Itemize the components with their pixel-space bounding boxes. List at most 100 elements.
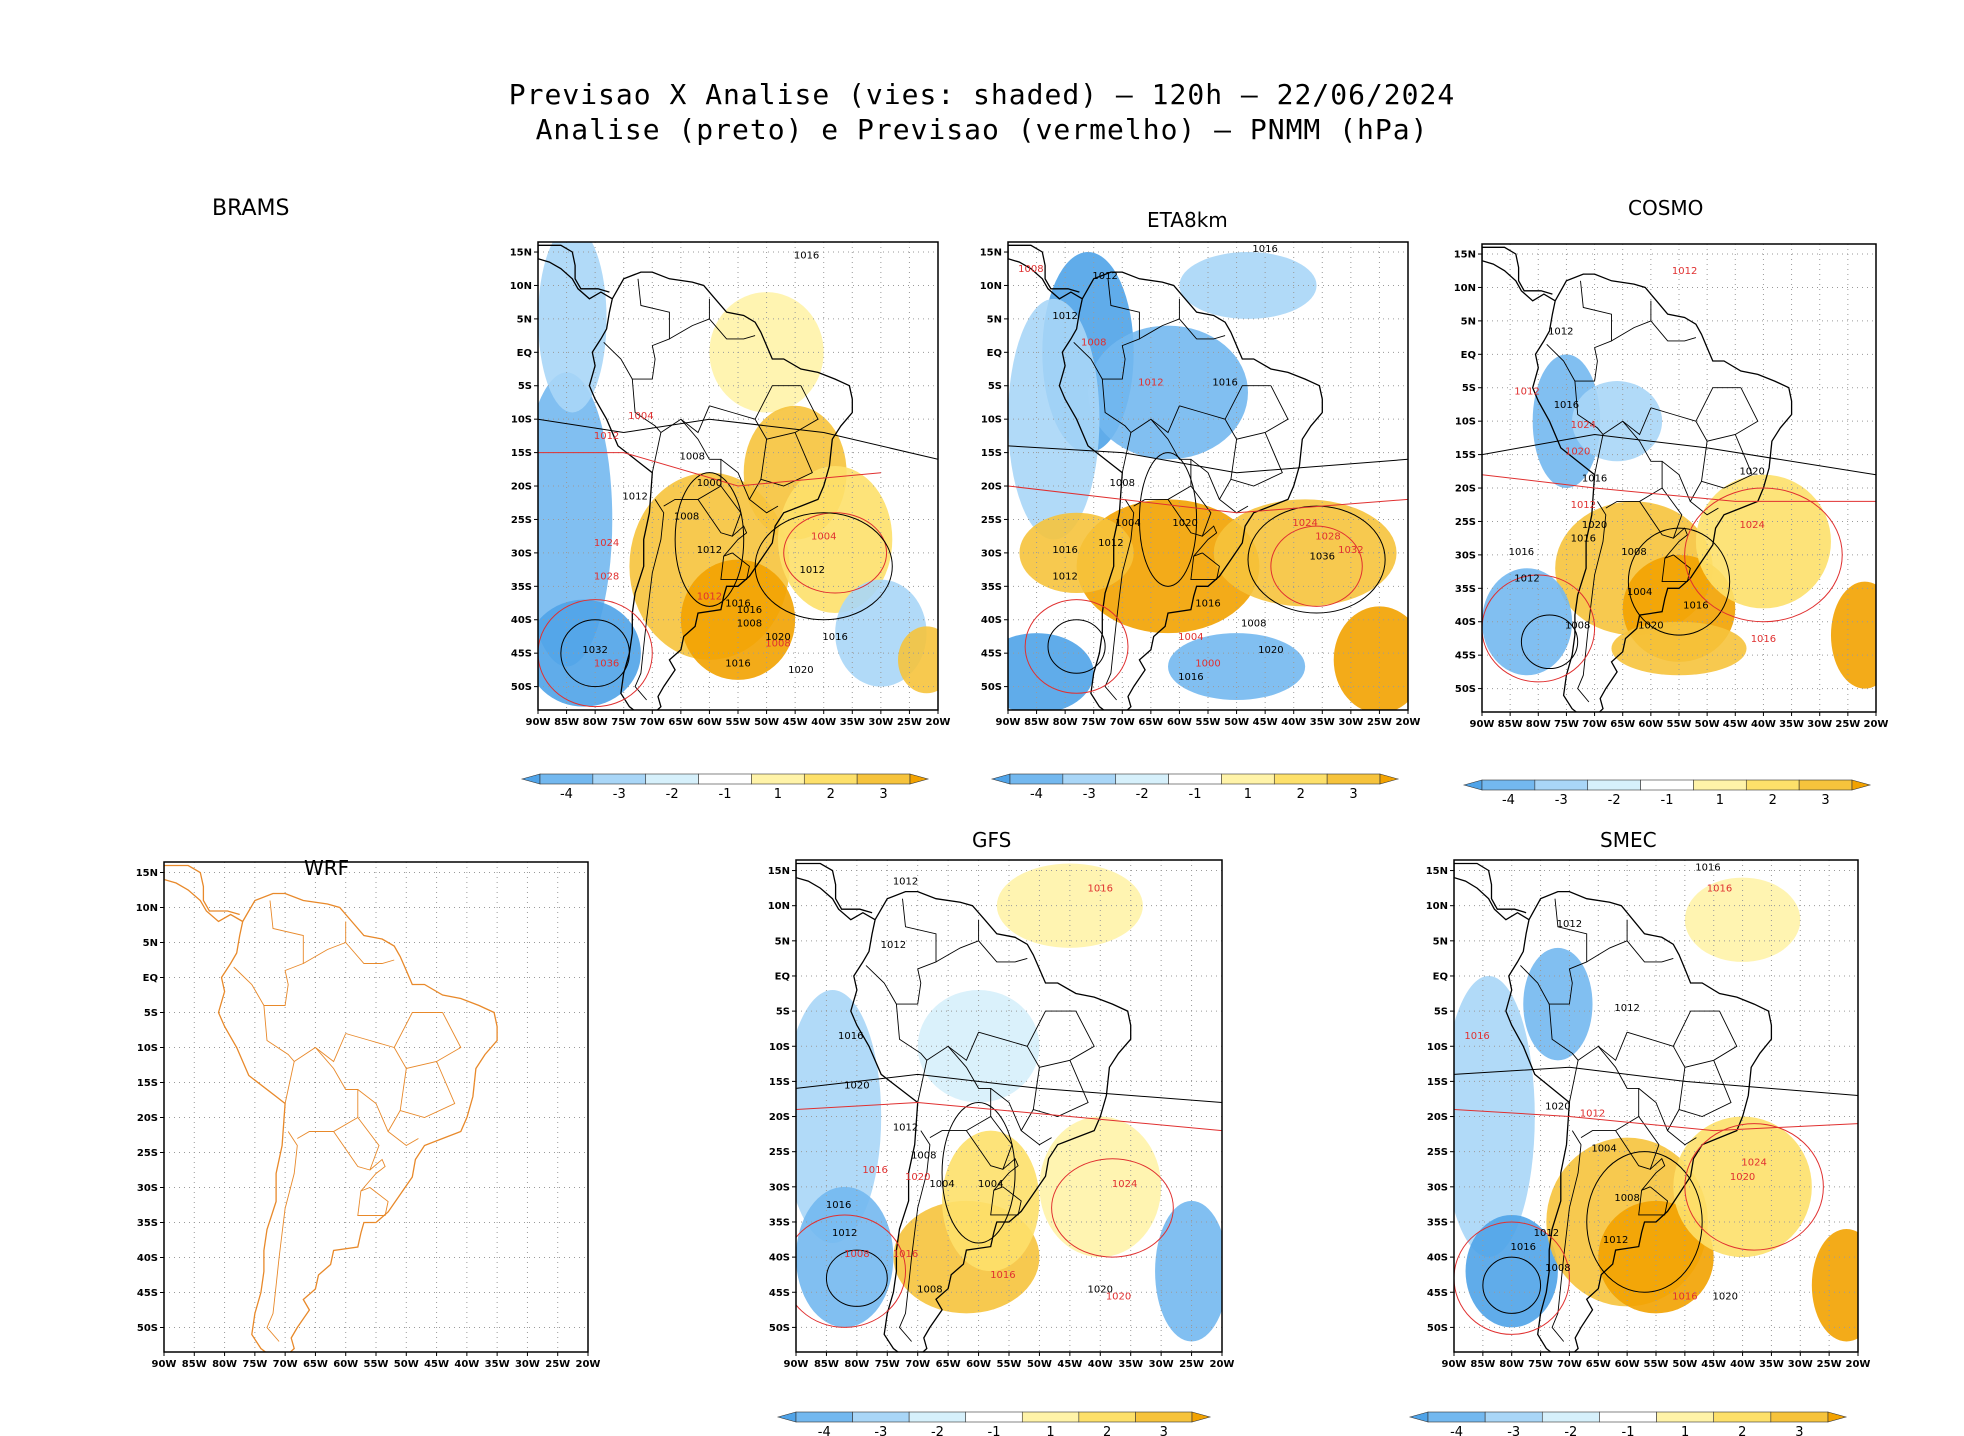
analysis-isobar: [1047, 619, 1106, 674]
coastline-south-america: [1532, 273, 1793, 712]
contour-label: 1020: [788, 665, 813, 676]
panel-label-eta8km: ETA8km: [1147, 208, 1228, 232]
lon-tick-label: 35W: [1118, 1359, 1143, 1370]
contour-label: 1008: [737, 618, 762, 629]
lat-tick-label: 50S: [137, 1323, 158, 1334]
lat-tick-label: EQ: [987, 348, 1002, 359]
analysis-isobar: [1520, 614, 1579, 670]
country-border: [1150, 405, 1180, 434]
lon-tick-label: 45W: [1253, 717, 1278, 728]
contour-label: 1020: [844, 1080, 869, 1091]
country-border: [1650, 407, 1697, 422]
colorbar-arrow-high: [1827, 1411, 1848, 1423]
lat-tick-label: 15N: [1454, 250, 1476, 261]
lon-tick-label: 65W: [303, 1359, 328, 1370]
contour-label: 1008: [1110, 478, 1135, 489]
country-border: [1104, 499, 1135, 701]
colorbar-label: 3: [1160, 1425, 1168, 1436]
colorbar-label: -3: [613, 787, 626, 802]
contour-label: 1008: [1018, 264, 1043, 275]
colorbar-swatch: [1326, 773, 1381, 785]
lat-tick-label: 15N: [136, 868, 158, 879]
contour-label: 1012: [1614, 1003, 1639, 1014]
colorbar-label: -3: [1555, 793, 1568, 808]
lat-tick-label: 35S: [511, 582, 532, 593]
colorbar-swatch: [795, 1411, 853, 1423]
country-border: [1139, 298, 1180, 340]
country-border: [966, 1116, 1013, 1170]
colorbar-gfs: -4-3-2-11234: [776, 1411, 1212, 1436]
lat-tick-label: 5S: [776, 1007, 790, 1018]
colorbar-swatch: [645, 773, 699, 785]
lat-tick-label: 15S: [769, 1077, 790, 1088]
figure-title-line-1: Previsao X Analise (vies: shaded) – 120h…: [508, 78, 1456, 111]
lon-tick-label: 80W: [212, 1359, 237, 1370]
lat-tick-label: 45S: [1427, 1288, 1448, 1299]
lat-tick-label: 30S: [137, 1183, 158, 1194]
contour-label: 1020: [1106, 1291, 1131, 1302]
forecast-isobar: [1454, 1109, 1858, 1132]
contour-label: 1016: [1212, 378, 1237, 389]
colorbar-label: 2: [1769, 793, 1777, 808]
lon-tick-label: 55W: [1667, 719, 1692, 730]
lon-tick-label: 40W: [811, 717, 836, 728]
country-border: [345, 942, 395, 964]
lat-tick-label: 5N: [1461, 316, 1476, 327]
lon-tick-label: 20W: [1396, 717, 1421, 728]
lat-tick-label: 45S: [1455, 651, 1476, 662]
contour-label: 1016: [1554, 400, 1579, 411]
country-border: [333, 1117, 380, 1171]
lon-tick-label: 50W: [1224, 717, 1249, 728]
lon-tick-label: 25W: [897, 717, 922, 728]
figure-title-line-2: Analise (preto) e Previsao (vermelho) – …: [535, 113, 1429, 146]
lat-tick-label: 10N: [1454, 283, 1476, 294]
country-border: [720, 458, 750, 500]
country-border: [978, 1031, 1028, 1047]
country-border: [1598, 1032, 1628, 1062]
country-border: [293, 1046, 359, 1139]
colorbar-label: 2: [827, 787, 835, 802]
lat-tick-label: 15S: [511, 448, 532, 459]
contour-label: 1020: [1638, 620, 1663, 631]
bias-shading-1: [796, 1186, 894, 1328]
colorbar-arrow-low: [776, 1411, 797, 1423]
analysis-isobar: [538, 418, 938, 460]
colorbar-arrow-low: [1408, 1411, 1429, 1423]
bias-shading-4: [1673, 1116, 1812, 1258]
contour-label: 1000: [697, 478, 722, 489]
lon-tick-label: 75W: [611, 717, 636, 728]
bias-shading-8: [1333, 606, 1408, 710]
bias-shading-6: [1008, 633, 1094, 710]
lon-tick-label: 75W: [1081, 717, 1106, 728]
lat-tick-label: EQ: [775, 971, 790, 982]
lat-tick-label: 30S: [1455, 550, 1476, 561]
colorbar-label: -1: [988, 1425, 1001, 1436]
forecast-isobar: [1482, 574, 1596, 683]
lon-tick-label: 45W: [1723, 719, 1748, 730]
country-border: [1661, 554, 1691, 583]
country-border: [1032, 1060, 1089, 1117]
country-border: [1638, 1088, 1668, 1131]
contour-label: 1020: [1565, 447, 1590, 458]
analysis-isobar: [1138, 452, 1198, 587]
lon-tick-label: 75W: [875, 1359, 900, 1370]
country-border: [357, 1089, 389, 1132]
lon-tick-label: 25W: [1817, 1359, 1842, 1370]
colorbar-arrow-high: [1191, 1411, 1212, 1423]
country-border: [1638, 1186, 1668, 1216]
forecast-isobar: [1008, 485, 1408, 514]
country-border: [1602, 420, 1663, 509]
country-border: [990, 1186, 1022, 1216]
contour-label: 1016: [725, 659, 750, 670]
country-border: [1577, 1045, 1640, 1138]
country-border: [669, 298, 710, 340]
contour-label: 1020: [1172, 518, 1197, 529]
lat-tick-label: 50S: [1427, 1323, 1448, 1334]
colorbar-swatch: [1062, 773, 1117, 785]
lat-tick-label: 10S: [137, 1043, 158, 1054]
lat-tick-label: 10N: [136, 903, 158, 914]
colorbar-label: 1: [774, 787, 782, 802]
lon-tick-label: 50W: [1695, 719, 1720, 730]
bias-shading-1: [1465, 1214, 1558, 1328]
country-border: [898, 1130, 931, 1342]
